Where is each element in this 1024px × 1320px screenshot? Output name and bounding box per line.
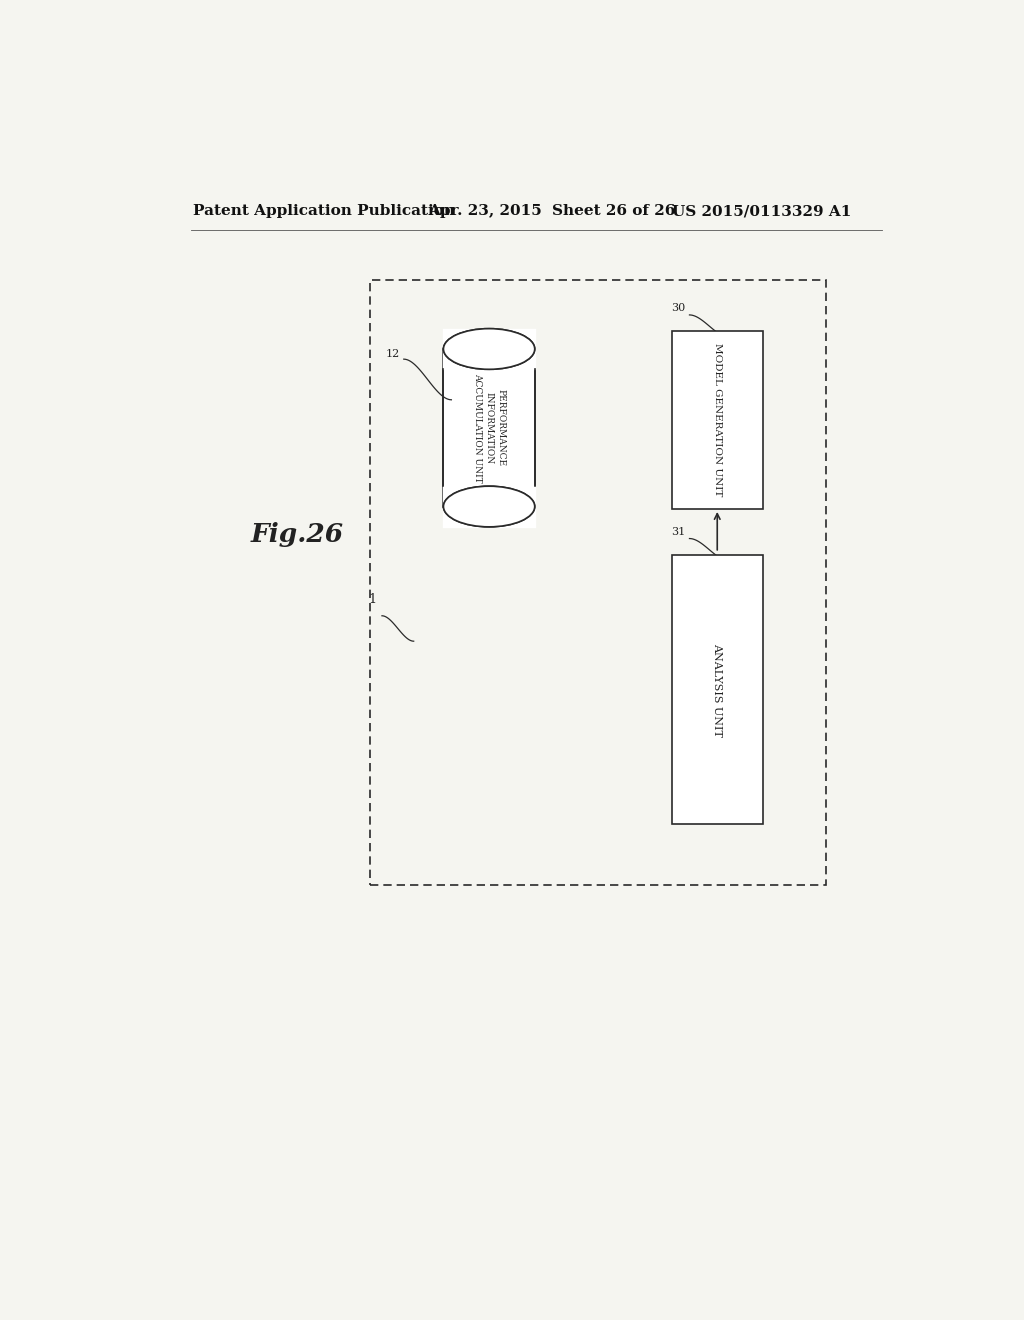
Text: ANALYSIS UNIT: ANALYSIS UNIT (713, 643, 722, 737)
Text: US 2015/0113329 A1: US 2015/0113329 A1 (672, 205, 851, 218)
Bar (672, 331, 763, 510)
Text: 12: 12 (386, 348, 399, 359)
Text: Sheet 26 of 26: Sheet 26 of 26 (552, 205, 675, 218)
Text: Apr. 23, 2015: Apr. 23, 2015 (428, 205, 542, 218)
Ellipse shape (443, 486, 535, 527)
Bar (443, 348, 535, 507)
Text: Fig.26: Fig.26 (251, 521, 344, 546)
Text: Patent Application Publication: Patent Application Publication (194, 205, 455, 218)
Bar (370, 280, 826, 886)
Text: 1: 1 (369, 593, 377, 606)
Text: 30: 30 (672, 302, 685, 313)
Text: 31: 31 (672, 527, 685, 536)
Text: PERFORMANCE
INFORMATION
ACCUMULATION UNIT: PERFORMANCE INFORMATION ACCUMULATION UNI… (473, 374, 506, 483)
Ellipse shape (443, 329, 535, 370)
Ellipse shape (443, 329, 535, 370)
Text: MODEL GENERATION UNIT: MODEL GENERATION UNIT (713, 343, 722, 496)
Bar (672, 554, 763, 824)
Ellipse shape (443, 486, 535, 527)
